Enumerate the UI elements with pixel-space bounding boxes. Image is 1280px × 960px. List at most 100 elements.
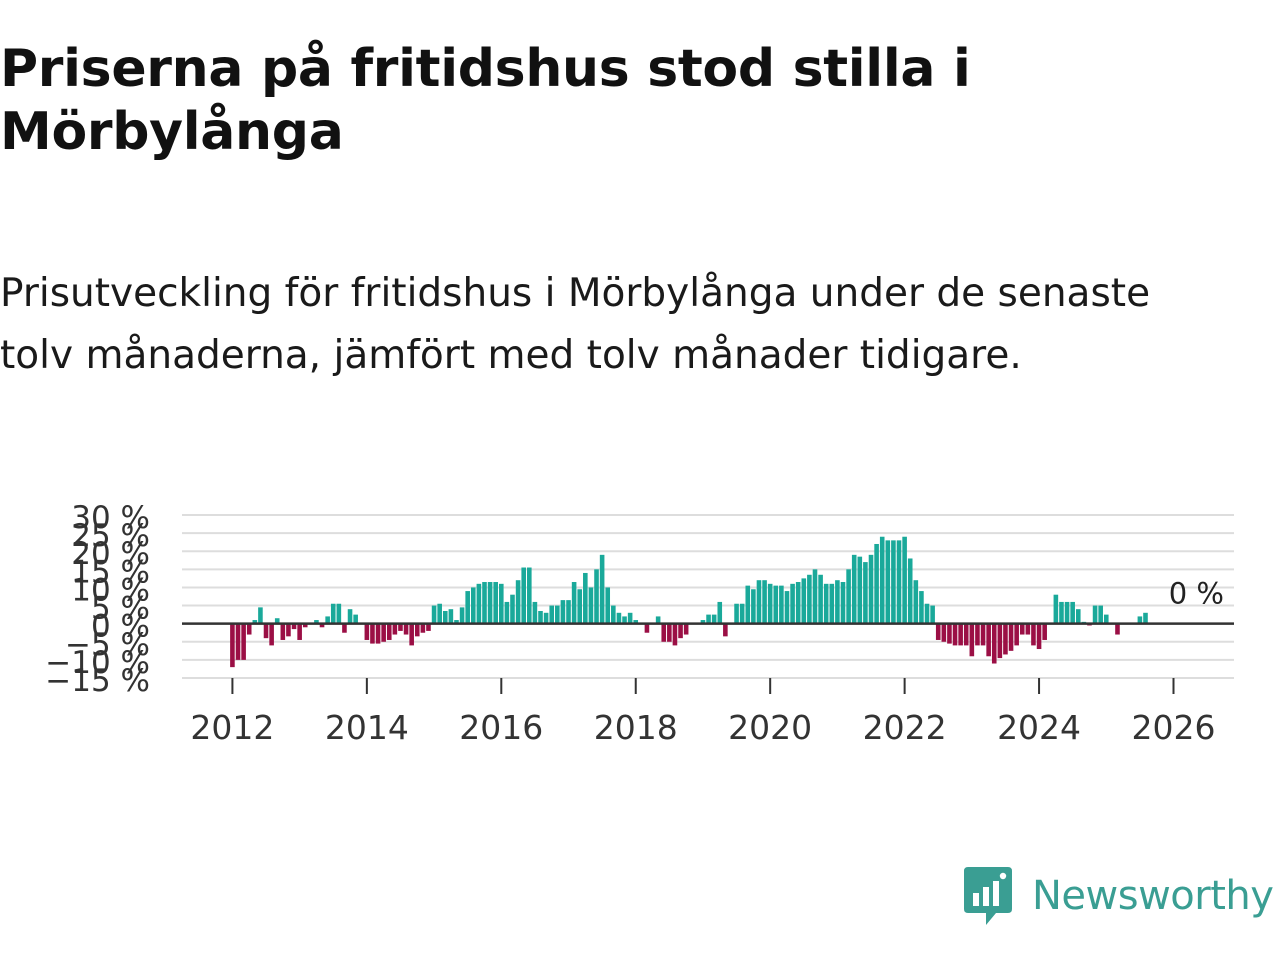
bar <box>398 623 403 631</box>
y-tick-label: 25 % <box>71 518 150 554</box>
bar <box>958 623 963 646</box>
bar <box>840 582 846 624</box>
bar-chart: 30 %25 %20 %15 %10 %5 %0 %−5 %−10 %−15 %… <box>45 500 1234 747</box>
bar <box>414 623 420 637</box>
bar <box>482 582 487 624</box>
bar <box>739 603 745 624</box>
bar <box>779 585 784 624</box>
bar <box>1042 623 1047 640</box>
bar <box>812 569 818 624</box>
bar <box>386 623 392 640</box>
bar <box>538 610 543 624</box>
bar <box>375 623 381 644</box>
bar <box>930 605 935 624</box>
bar <box>952 623 958 646</box>
bar <box>583 572 588 624</box>
y-tick-label: 0 % <box>91 609 150 645</box>
bar <box>795 582 801 624</box>
bar <box>773 585 779 624</box>
bar <box>409 623 414 646</box>
bar <box>258 607 263 624</box>
bar <box>678 623 683 639</box>
bar <box>605 587 611 624</box>
bar <box>874 543 879 624</box>
x-tick-label: 2014 <box>325 708 409 747</box>
bar <box>560 600 566 624</box>
chart-subtitle: Prisutveckling för fritidshus i Mörbylån… <box>0 271 1151 378</box>
bar <box>246 623 252 635</box>
bar <box>846 569 851 624</box>
bar <box>515 580 521 624</box>
bar <box>879 536 885 624</box>
annotation-label: 0 % <box>1169 577 1224 611</box>
bar <box>672 623 678 646</box>
bar <box>723 623 728 637</box>
bar <box>655 616 661 624</box>
bar <box>280 623 286 640</box>
y-tick-label: 20 % <box>71 536 150 572</box>
x-tick-label: 2026 <box>1132 708 1216 747</box>
bar <box>353 614 358 624</box>
bar <box>907 558 913 624</box>
bar <box>756 580 762 624</box>
bar <box>924 603 930 624</box>
bar <box>1098 605 1103 624</box>
bar <box>426 623 431 631</box>
bar <box>711 614 717 624</box>
bar <box>549 605 555 624</box>
x-tick-label: 2012 <box>190 708 274 747</box>
bar <box>230 623 235 668</box>
bar <box>644 623 650 633</box>
bar <box>499 583 504 624</box>
bar <box>717 601 723 624</box>
chart-bars <box>230 536 1148 668</box>
bar <box>555 605 560 624</box>
bar <box>627 612 633 624</box>
bar <box>975 623 980 646</box>
bar <box>442 610 448 624</box>
bar <box>1137 616 1143 624</box>
bar <box>577 589 583 624</box>
bar <box>963 623 969 646</box>
bar <box>510 594 515 624</box>
bar <box>1025 623 1031 635</box>
bar <box>302 623 308 628</box>
bar <box>1053 594 1059 624</box>
bar <box>599 554 605 624</box>
bar <box>941 623 947 642</box>
bar <box>807 574 812 624</box>
bar <box>370 623 375 644</box>
bar <box>706 614 711 624</box>
x-tick-label: 2020 <box>728 708 812 747</box>
bar <box>1064 601 1070 624</box>
x-tick-label: 2024 <box>997 708 1081 747</box>
bar <box>1070 601 1075 624</box>
bar <box>381 623 386 642</box>
bar <box>594 569 599 624</box>
bar <box>521 567 526 624</box>
bar <box>297 623 302 640</box>
bar <box>913 580 919 624</box>
bar <box>437 603 442 624</box>
bar <box>633 620 639 624</box>
bar <box>851 554 857 624</box>
bar <box>991 623 997 664</box>
bar <box>997 623 1003 659</box>
bar <box>745 585 751 624</box>
y-tick-label: −10 % <box>45 645 150 681</box>
bar <box>431 605 437 624</box>
bar <box>588 587 594 624</box>
bar <box>947 623 952 644</box>
newsworthy-brand: Newsworthy <box>962 864 1274 928</box>
bar <box>857 556 863 624</box>
bar <box>269 623 274 646</box>
bar <box>470 587 476 624</box>
bar <box>487 582 493 624</box>
bar <box>667 623 672 642</box>
bar <box>1008 623 1014 651</box>
bar <box>784 591 790 624</box>
bar <box>896 540 902 624</box>
bar <box>1019 623 1025 635</box>
bar <box>291 623 297 630</box>
x-tick-label: 2018 <box>594 708 678 747</box>
